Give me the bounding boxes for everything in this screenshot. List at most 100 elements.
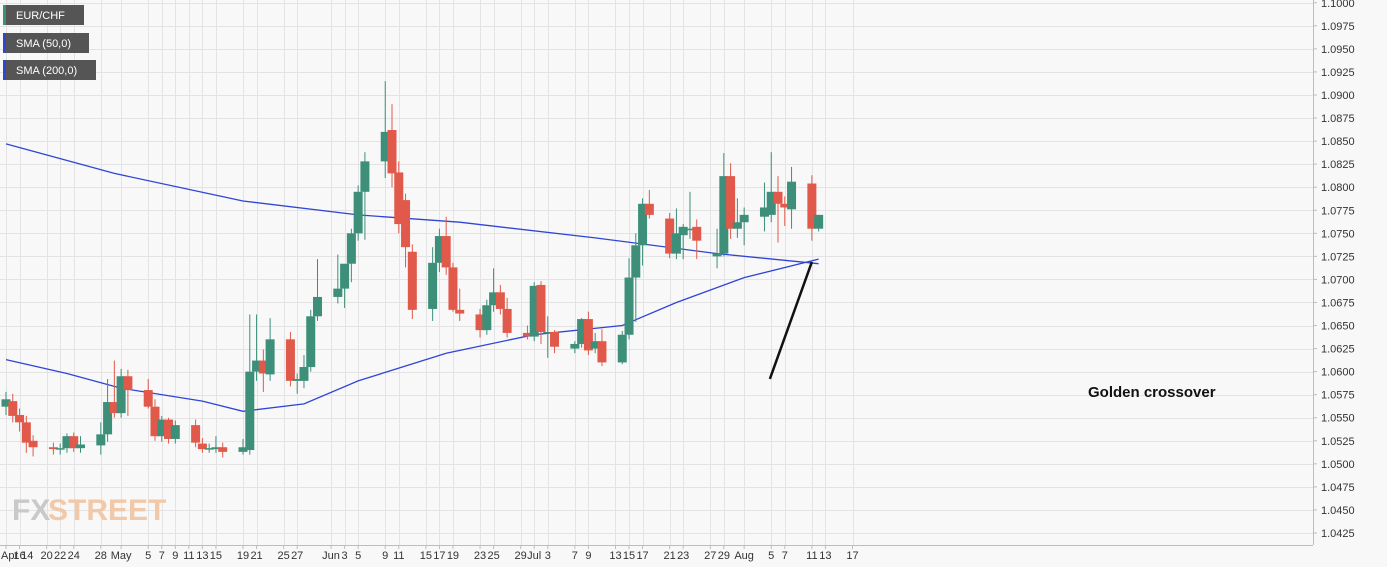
- x-tick-label: Jul: [527, 550, 541, 562]
- plot-area[interactable]: [0, 0, 1313, 545]
- x-tick-label: 17: [846, 550, 858, 562]
- candle: [387, 104, 397, 188]
- candle: [116, 368, 126, 418]
- candle: [245, 314, 255, 455]
- candle: [732, 198, 742, 238]
- x-tick-label: 3: [342, 550, 348, 562]
- candle: [502, 297, 512, 338]
- candle: [292, 373, 302, 394]
- candle-body: [204, 448, 214, 450]
- x-tick-label: 7: [782, 550, 788, 562]
- x-tick-label: 11: [806, 550, 817, 562]
- candle: [197, 438, 207, 453]
- y-tick-label: 1.0650: [1321, 321, 1355, 333]
- candle-body: [644, 203, 654, 215]
- watermark-street: STREET: [48, 494, 166, 527]
- x-tick-label: 11: [393, 550, 404, 562]
- candle: [678, 224, 688, 260]
- legend-item-eurchf[interactable]: EUR/CHF: [3, 5, 84, 25]
- legend-label: EUR/CHF: [16, 10, 65, 22]
- legend-item-sma-50[interactable]: SMA (50,0): [3, 33, 89, 53]
- golden-crossover-annotation: Golden crossover: [768, 261, 1216, 401]
- y-tick-label: 1.0475: [1321, 482, 1355, 494]
- y-tick-label: 1.0525: [1321, 436, 1355, 448]
- candle: [150, 399, 160, 441]
- candle: [807, 175, 817, 241]
- y-tick-label: 1.0825: [1321, 159, 1355, 171]
- legend-bg: [3, 5, 84, 25]
- candle-body: [732, 222, 742, 229]
- candle-body: [759, 207, 769, 217]
- x-tick-label: 9: [585, 550, 591, 562]
- candle: [211, 436, 221, 453]
- candle: [590, 332, 600, 354]
- candle: [143, 379, 153, 409]
- candle: [333, 254, 343, 304]
- candle-body: [75, 444, 85, 449]
- y-tick-label: 1.0575: [1321, 390, 1355, 402]
- candle-body: [333, 288, 343, 297]
- candle-body: [631, 245, 641, 278]
- candle-body: [313, 296, 323, 317]
- candle-body: [62, 436, 72, 449]
- candle: [597, 329, 607, 367]
- y-tick-label: 1.0725: [1321, 251, 1355, 263]
- candle-body: [475, 314, 485, 331]
- y-tick-label: 1.0550: [1321, 413, 1355, 425]
- candle-body: [590, 341, 600, 349]
- candle: [631, 233, 641, 322]
- x-tick-label: 27: [704, 550, 716, 562]
- candle-body: [502, 308, 512, 333]
- candle-body: [28, 440, 38, 448]
- candle-body: [48, 447, 58, 450]
- x-tick-label: 13: [609, 550, 621, 562]
- y-tick-label: 1.1000: [1321, 0, 1355, 10]
- candle: [380, 81, 390, 178]
- candle-body: [455, 309, 465, 314]
- candle-body: [685, 228, 695, 231]
- candle: [570, 341, 580, 354]
- candle: [482, 299, 492, 335]
- candle-body: [157, 419, 167, 437]
- x-tick-label: 20: [41, 550, 53, 562]
- candle-body: [522, 332, 532, 337]
- x-tick-label: 15: [420, 550, 432, 562]
- candle: [773, 176, 783, 243]
- candle-body: [299, 367, 309, 381]
- x-tick-label: 7: [159, 550, 165, 562]
- x-tick-label: 17: [433, 550, 445, 562]
- candle: [617, 331, 627, 365]
- y-tick-label: 1.0775: [1321, 205, 1355, 217]
- candle: [48, 442, 58, 455]
- candle: [529, 282, 539, 342]
- candle-body: [96, 434, 106, 446]
- x-tick-label: 3: [545, 550, 551, 562]
- candle-body: [292, 379, 302, 381]
- candle-body: [306, 316, 316, 368]
- x-tick-label: 27: [291, 550, 303, 562]
- x-tick-label: May: [111, 550, 132, 562]
- x-tick-label: 11: [183, 550, 194, 562]
- candle: [543, 316, 553, 358]
- candle: [583, 311, 593, 356]
- annotation-text: Golden crossover: [1088, 384, 1216, 401]
- x-tick-label: 23: [677, 550, 689, 562]
- candle-body: [583, 319, 593, 351]
- x-tick-label: 17: [636, 550, 648, 562]
- candle: [766, 152, 776, 223]
- candle: [814, 214, 824, 232]
- legend-item-sma-200[interactable]: SMA (200,0): [3, 60, 96, 80]
- candle: [719, 153, 729, 257]
- legend-swatch: [3, 33, 6, 53]
- x-tick-label: 19: [237, 550, 249, 562]
- candle: [638, 198, 648, 266]
- x-tick-label: 5: [768, 550, 774, 562]
- candle: [340, 263, 350, 309]
- candle: [671, 208, 681, 260]
- candle-body: [719, 176, 729, 254]
- x-tick-label: 28: [95, 550, 107, 562]
- candle: [170, 420, 180, 444]
- candle-body: [489, 292, 499, 306]
- candle-body: [739, 214, 749, 223]
